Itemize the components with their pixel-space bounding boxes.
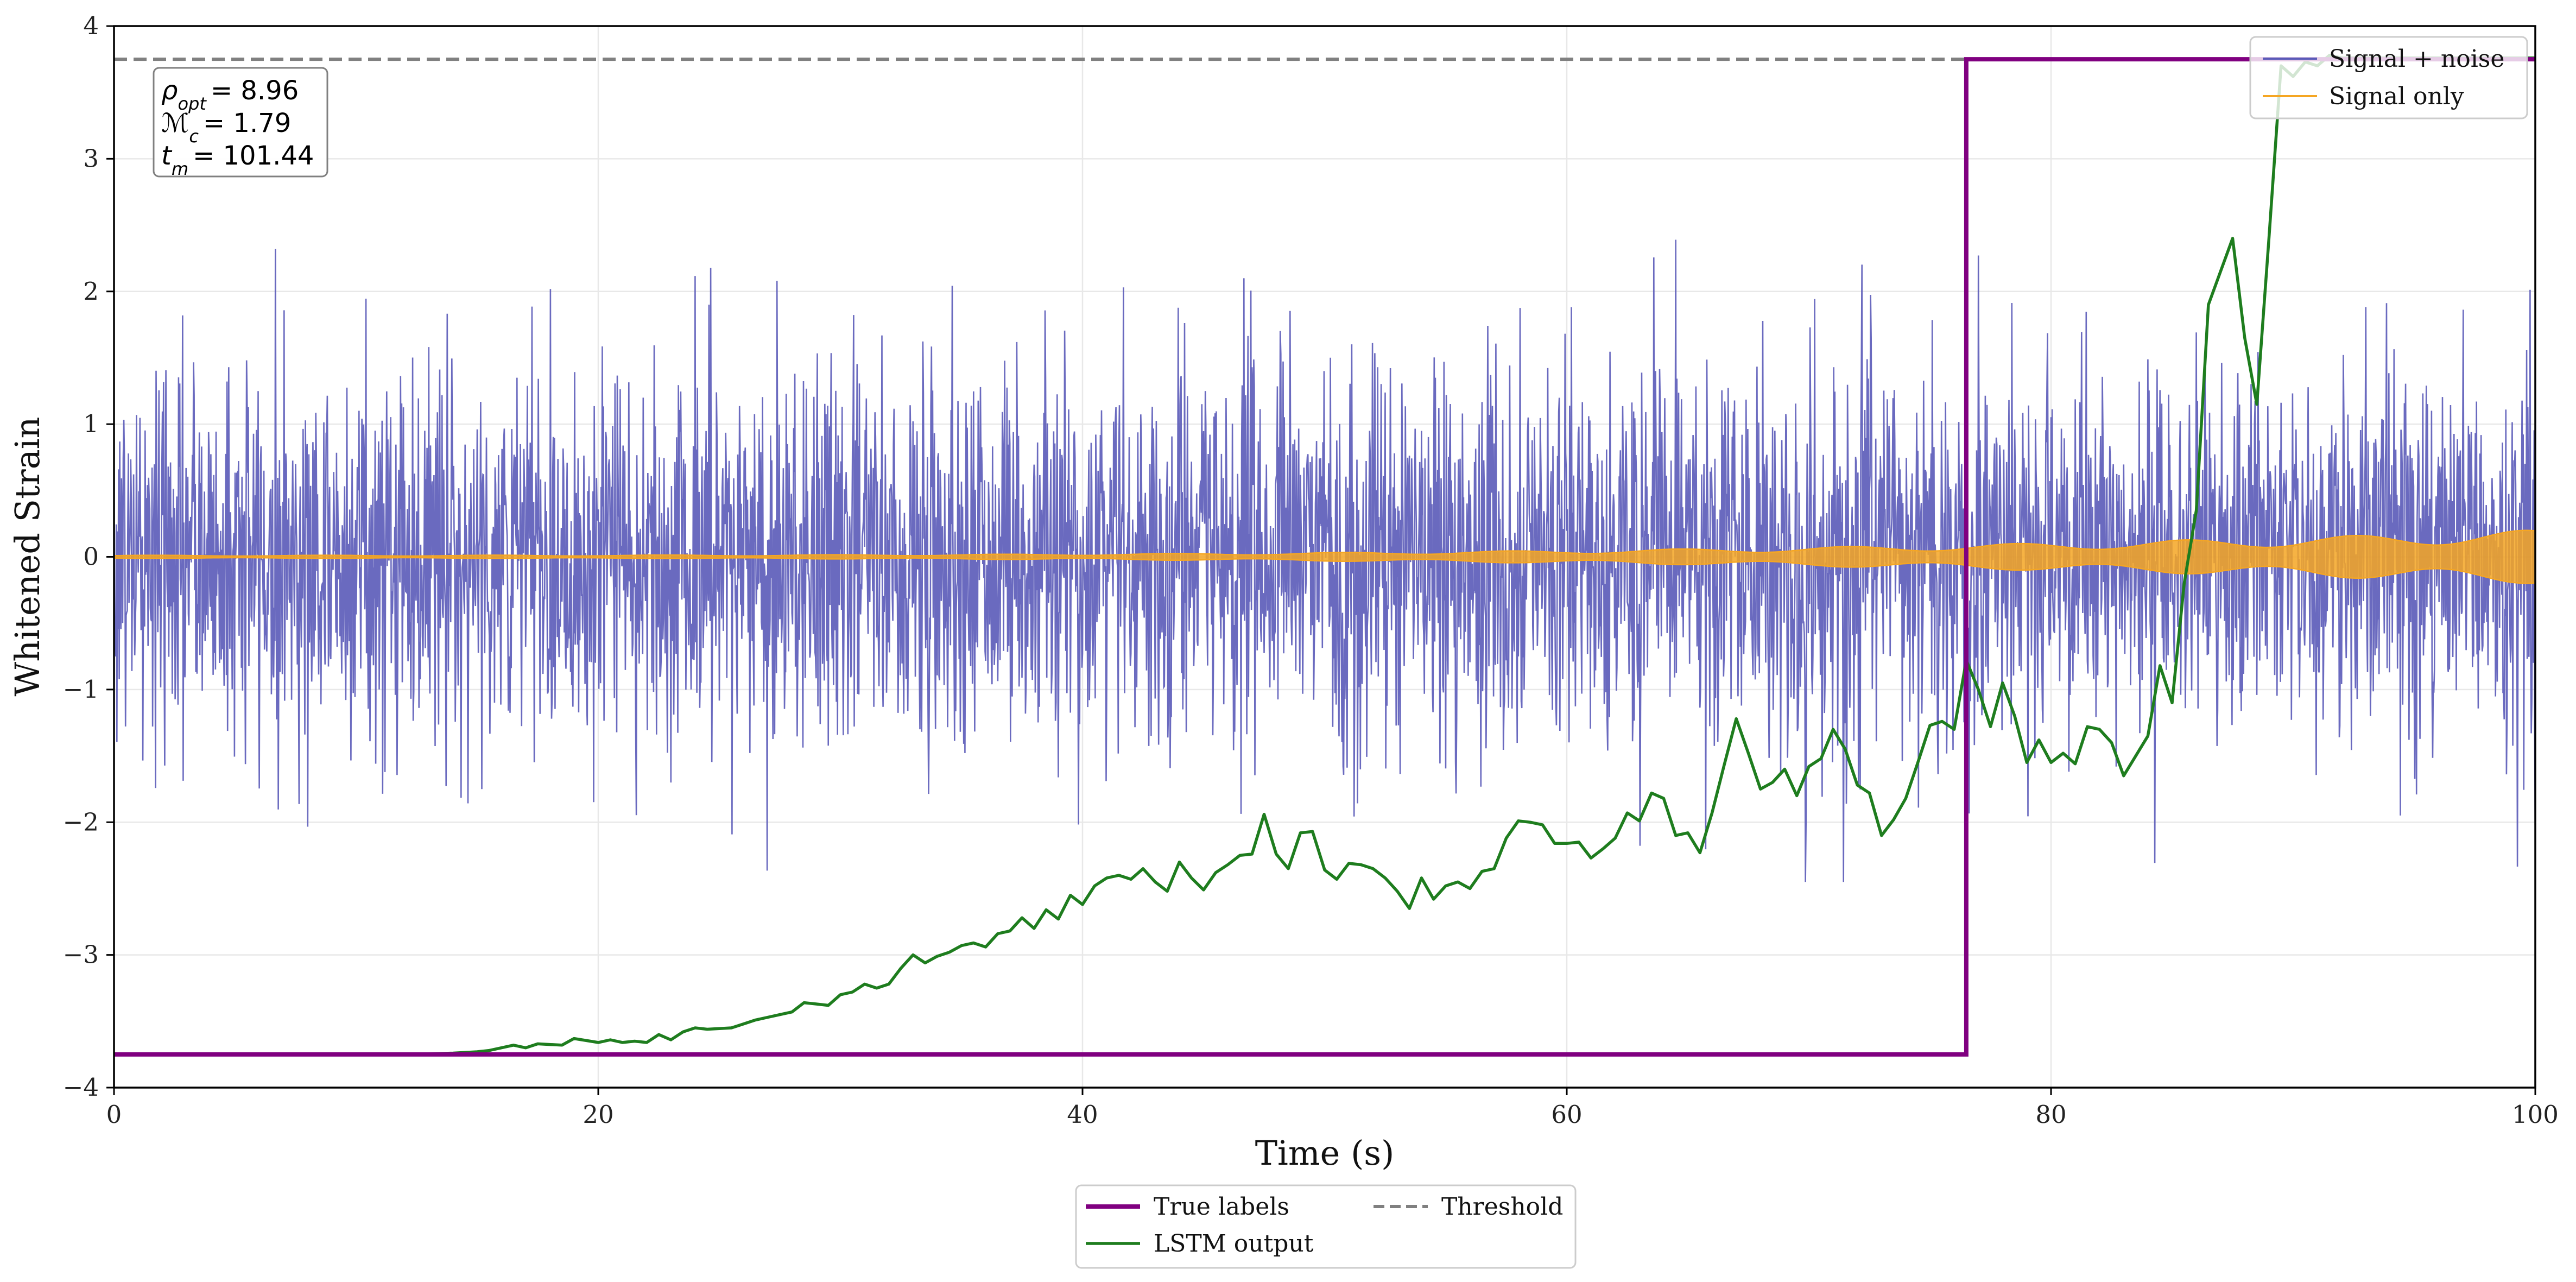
- legend-threshold-label: Threshold: [1441, 1193, 1563, 1221]
- series-lstm-output: [114, 54, 2535, 1056]
- y-axis-label: Whitened Strain: [8, 417, 47, 697]
- x-tick-label: 20: [583, 1100, 613, 1129]
- y-tick-label: 2: [83, 277, 99, 306]
- legend-lstm-output-label: LSTM output: [1154, 1230, 1314, 1258]
- info-box: ρopt = 8.96 ℳc = 1.79 tm = 101.44: [153, 67, 328, 179]
- x-tick-label: 40: [1067, 1100, 1098, 1129]
- x-tick-label: 100: [2512, 1100, 2559, 1129]
- y-tick-label: 1: [83, 409, 99, 438]
- x-tick-label: 60: [1551, 1100, 1582, 1129]
- info-box-frame: [153, 67, 328, 178]
- y-tick-label: 3: [83, 144, 99, 173]
- x-tick-label: 0: [106, 1100, 122, 1129]
- x-axis-label: Time (s): [1255, 1133, 1395, 1173]
- y-tick-label: 4: [83, 11, 99, 40]
- series-signal-plus-noise: [114, 239, 2535, 882]
- legend-signal-only-label: Signal only: [2329, 83, 2464, 110]
- info-chirp-mass: ℳc = 1.79: [161, 108, 291, 147]
- legend-lower: True labels Threshold LSTM output: [1075, 1184, 1577, 1269]
- legend-lower-frame: [1075, 1184, 1577, 1269]
- y-tick-label: −2: [63, 807, 99, 836]
- axis-ticks: 0 20 40 60 80 100 −4 −3 −2 −1 0 1 2 3 4: [63, 11, 2559, 1129]
- info-rho-opt: ρopt = 8.96: [161, 75, 299, 114]
- x-tick-label: 80: [2035, 1100, 2066, 1129]
- y-tick-label: −1: [63, 675, 99, 704]
- y-tick-label: 0: [83, 542, 99, 571]
- series-signal-only: [114, 529, 2535, 584]
- info-merger-time: tm = 101.44: [161, 141, 314, 179]
- legend-upper: Signal + noise Signal only: [2249, 36, 2528, 119]
- legend-signal-noise-label: Signal + noise: [2329, 45, 2504, 73]
- legend-true-labels-label: True labels: [1154, 1193, 1289, 1221]
- legend-upper-frame: [2249, 36, 2528, 119]
- y-tick-label: −3: [63, 940, 99, 969]
- y-tick-label: −4: [63, 1073, 99, 1102]
